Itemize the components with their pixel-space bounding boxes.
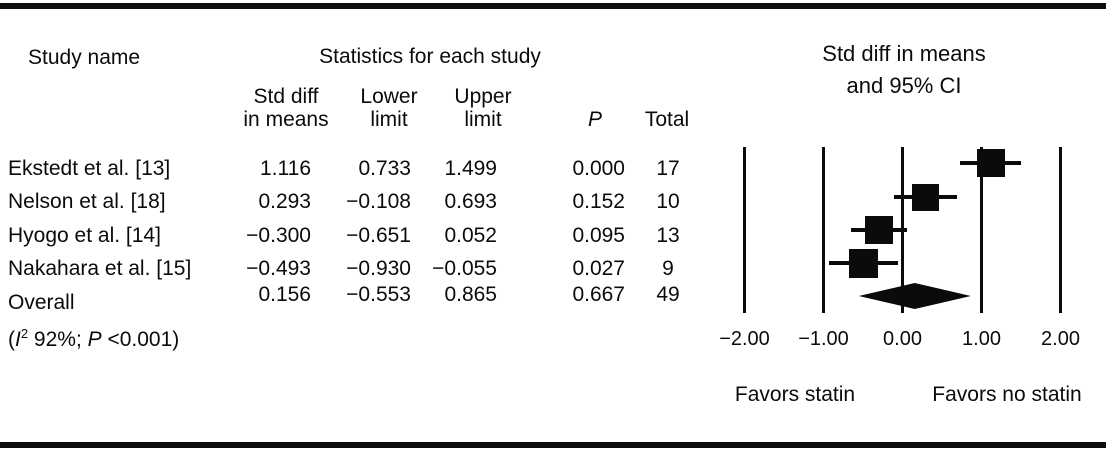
cell-p-value: 0.667 [572, 283, 625, 306]
note-p-value: <0.001) [101, 328, 180, 351]
cell-p-value: 0.152 [572, 190, 625, 213]
column-header-p-value: P [587, 108, 603, 131]
effect-size-square [976, 149, 1005, 177]
favors-statin-label: Favors statin [734, 383, 856, 406]
study-name: Ekstedt et al. [13] [8, 157, 171, 180]
note-i-symbol: I [15, 328, 21, 351]
overall-diamond [858, 283, 971, 309]
cell-std-diff: 0.293 [258, 190, 311, 213]
column-header-std-diff: Std diff in means [243, 85, 328, 131]
study-name: Nelson et al. [18] [8, 190, 166, 213]
cell-upper-limit: 0.052 [444, 224, 497, 247]
effect-size-square [849, 248, 879, 278]
cell-lower-limit: −0.108 [346, 190, 411, 213]
note-heterogeneity-value: 92%; [28, 328, 88, 351]
column-header-lower-line2: limit [370, 108, 408, 131]
cell-std-diff: −0.300 [246, 224, 311, 247]
bottom-border-rule [0, 442, 1106, 448]
cell-total: 10 [656, 190, 680, 213]
x-tick-label: 2.00 [1041, 328, 1080, 350]
study-name: Hyogo et al. [14] [8, 224, 161, 247]
cell-upper-limit: −0.055 [432, 257, 497, 280]
plot-title: Std diff in means and 95% CI [822, 38, 985, 102]
study-name: Overall [8, 291, 75, 314]
note-i-superscript: 2 [20, 326, 29, 341]
axis-reference-line [743, 147, 746, 313]
column-header-std-diff-line2: in means [243, 108, 329, 131]
cell-total: 13 [656, 224, 680, 247]
cell-lower-limit: −0.651 [346, 224, 411, 247]
column-header-total: Total [644, 108, 690, 131]
column-header-upper-limit: Upper limit [454, 85, 511, 131]
cell-std-diff: 0.156 [258, 283, 311, 306]
cell-p-value: 0.027 [572, 257, 625, 280]
study-name: Nakahara et al. [15] [8, 257, 192, 280]
cell-lower-limit: 0.733 [358, 157, 411, 180]
plot-title-line1: Std diff in means [822, 41, 986, 66]
cell-total: 17 [656, 157, 680, 180]
column-header-lower-limit: Lower limit [360, 85, 417, 131]
x-tick-label: −2.00 [719, 328, 770, 350]
axis-reference-line [1059, 147, 1062, 313]
cell-lower-limit: −0.553 [346, 283, 411, 306]
cell-upper-limit: 1.499 [444, 157, 497, 180]
column-header-lower-line1: Lower [360, 85, 418, 108]
axis-reference-line [822, 147, 825, 313]
plot-title-line2: and 95% CI [846, 73, 962, 98]
cell-total: 9 [662, 257, 674, 280]
cell-std-diff: 1.116 [260, 157, 311, 180]
cell-upper-limit: 0.865 [444, 283, 497, 306]
cell-p-value: 0.095 [572, 224, 625, 247]
note-open: ( [8, 328, 15, 351]
study-name-header: Study name [28, 46, 141, 69]
effect-size-square [864, 216, 893, 244]
heterogeneity-note: (I2 92%; P <0.001) [8, 322, 179, 351]
cell-std-diff: −0.493 [246, 257, 311, 280]
cell-p-value: 0.000 [572, 157, 625, 180]
note-p-symbol: P [87, 328, 102, 351]
x-tick-label: 0.00 [883, 328, 922, 350]
column-header-upper-line2: limit [464, 108, 502, 131]
x-tick-label: 1.00 [962, 328, 1001, 350]
column-header-upper-line1: Upper [454, 85, 512, 108]
top-border-rule [0, 3, 1106, 9]
effect-size-square [912, 183, 940, 211]
axis-reference-line [980, 147, 983, 313]
x-tick-label: −1.00 [798, 328, 849, 350]
favors-no-statin-label: Favors no statin [932, 383, 1082, 406]
cell-upper-limit: 0.693 [444, 190, 497, 213]
cell-lower-limit: −0.930 [346, 257, 411, 280]
column-header-std-diff-line1: Std diff [253, 85, 319, 108]
cell-total: 49 [656, 283, 680, 306]
forest-plot-panel: −2.00 −1.00 0.00 1.00 2.00 Favors statin Favor… [705, 130, 1101, 430]
statistics-header: Statistics for each study [319, 45, 541, 68]
